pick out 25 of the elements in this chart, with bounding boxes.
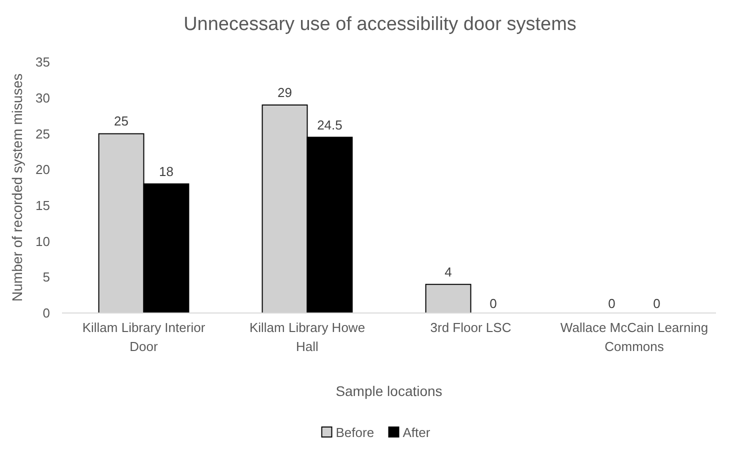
y-tick-label: 25 (36, 126, 50, 142)
y-tick-label: 5 (42, 270, 50, 285)
y-tick-label: 15 (36, 198, 50, 213)
data-label: 0 (608, 296, 616, 311)
y-tick-label: 20 (36, 162, 50, 178)
y-axis-title: Number of recorded system misuses (9, 74, 25, 302)
legend-label: Before (336, 425, 374, 440)
data-label: 29 (278, 85, 292, 100)
y-tick-label: 30 (36, 90, 50, 106)
y-tick-label: 10 (36, 234, 50, 249)
data-label: 4 (444, 264, 452, 280)
x-tick-label: 3rd Floor LSC (430, 320, 512, 335)
y-tick-label: 35 (36, 54, 50, 70)
data-label: 18 (158, 164, 174, 179)
x-axis-title: Sample locations (336, 383, 442, 399)
data-label: 25 (114, 114, 129, 129)
data-label: 0 (490, 296, 497, 311)
x-tick-label: Wallace McCain Learning Commons (560, 320, 708, 354)
x-tick-label: Killam Library Howe Hall (249, 320, 366, 354)
data-label: 24.5 (317, 117, 342, 132)
data-label: 0 (653, 296, 660, 311)
chart-title: Unnecessary use of accessibility door systems (184, 14, 576, 35)
x-tick-label: Killam Library Interior Door (82, 320, 206, 354)
y-tick-label: 0 (42, 306, 50, 321)
legend-label: After (402, 425, 431, 440)
